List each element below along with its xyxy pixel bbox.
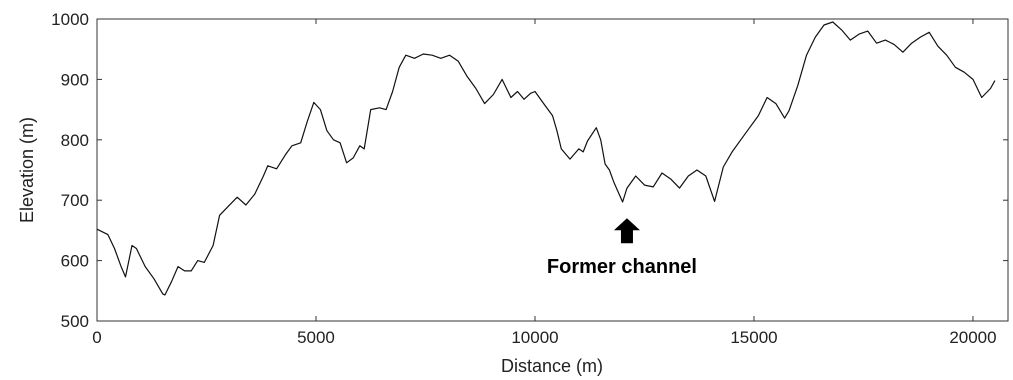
y-tick-label: 900 [61, 70, 89, 89]
y-tick-label: 800 [61, 131, 89, 150]
up-arrow-icon [613, 218, 640, 244]
elevation-series-line [96, 21, 996, 296]
plot-frame [96, 18, 1009, 322]
x-tick-label: 10000 [511, 328, 558, 347]
former-channel-annotation: Former channel [547, 218, 697, 278]
x-tick-label: 15000 [730, 328, 777, 347]
x-axis-label: Distance (m) [501, 356, 603, 376]
y-axis-ticks: 500 600 700 800 900 1000 [51, 10, 1008, 331]
x-axis-ticks: 0 5000 10000 15000 20000 [92, 19, 997, 347]
annotation-label: Former channel [547, 256, 697, 278]
y-tick-label: 500 [61, 312, 89, 331]
y-axis-label: Elevation (m) [17, 117, 37, 223]
y-tick-label: 600 [61, 252, 89, 271]
x-tick-label: 0 [92, 328, 101, 347]
y-tick-label: 700 [61, 191, 89, 210]
x-tick-label: 20000 [949, 328, 996, 347]
y-tick-label: 1000 [51, 10, 89, 29]
x-tick-label: 5000 [297, 328, 335, 347]
